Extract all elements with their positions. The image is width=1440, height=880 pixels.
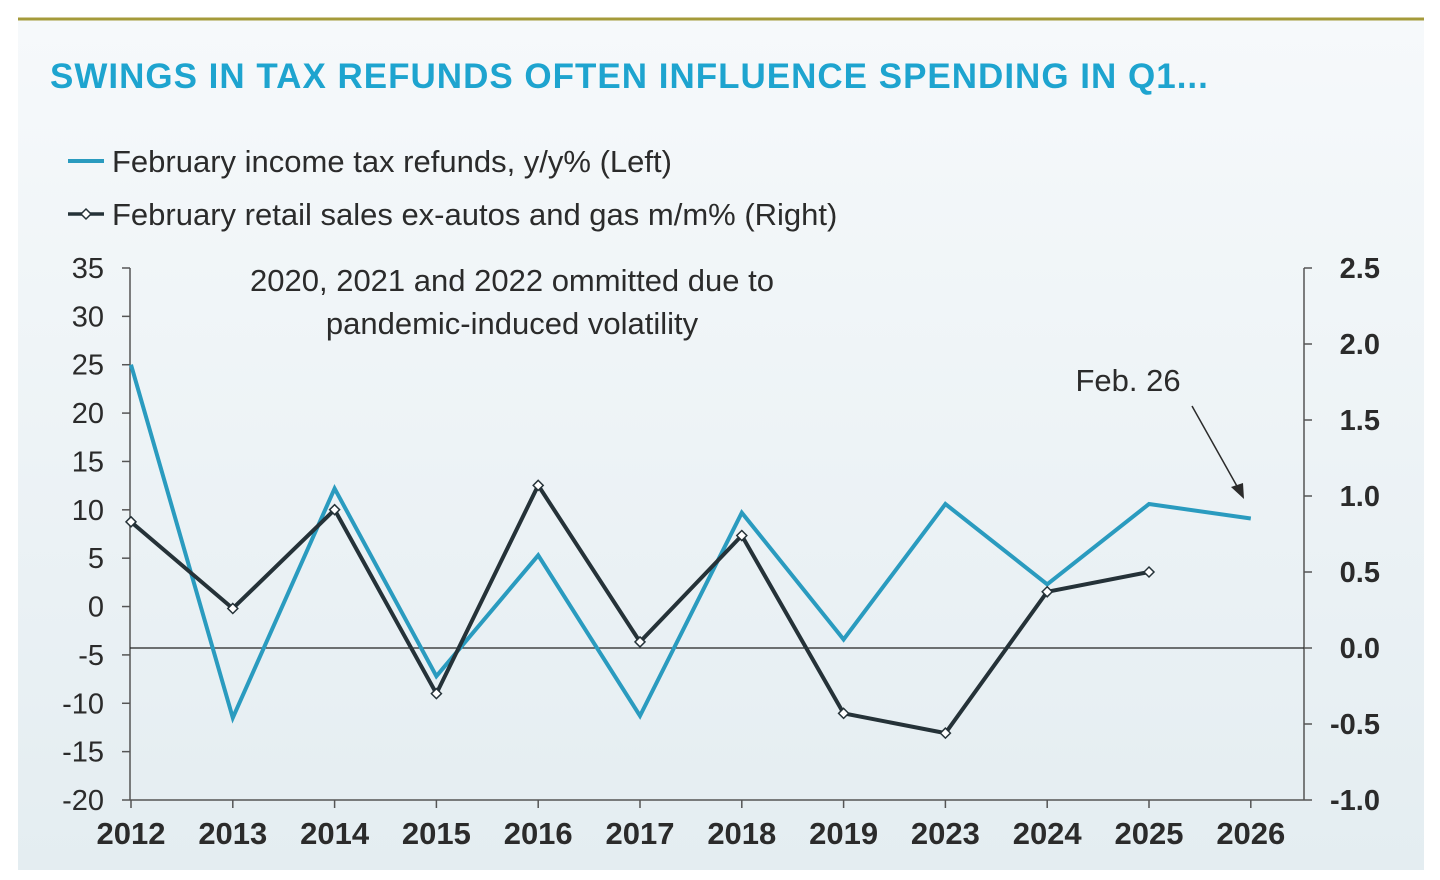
right-tick-label: 0.5 bbox=[1340, 557, 1380, 589]
left-tick-label: 30 bbox=[72, 301, 104, 333]
left-tick-label: 20 bbox=[72, 398, 104, 430]
left-tick-label: 35 bbox=[72, 253, 104, 285]
annotation-note-line-2: pandemic-induced volatility bbox=[326, 306, 699, 341]
x-tick-label: 2019 bbox=[809, 816, 878, 851]
left-tick-label: -5 bbox=[78, 640, 104, 672]
x-tick-label: 2014 bbox=[300, 816, 370, 851]
left-tick-label: -20 bbox=[62, 785, 104, 817]
annotation-feb26-label: Feb. 26 bbox=[1075, 363, 1180, 398]
x-tick-label: 2015 bbox=[402, 816, 471, 851]
left-tick-label: 5 bbox=[88, 543, 104, 575]
x-tick-label: 2026 bbox=[1216, 816, 1285, 851]
right-tick-label: 2.5 bbox=[1340, 253, 1380, 285]
x-tick-label: 2024 bbox=[1013, 816, 1083, 851]
left-tick-label: -15 bbox=[62, 737, 104, 769]
annotation-note-line-1: 2020, 2021 and 2022 ommitted due to bbox=[250, 263, 774, 298]
legend-label-tax-refunds: February income tax refunds, y/y% (Left) bbox=[112, 144, 672, 179]
left-tick-label: 25 bbox=[72, 350, 104, 382]
x-tick-label: 2017 bbox=[606, 816, 675, 851]
left-tick-label: 15 bbox=[72, 446, 104, 478]
right-tick-label: 1.0 bbox=[1340, 481, 1380, 513]
left-tick-label: -10 bbox=[62, 688, 104, 720]
right-tick-label: -0.5 bbox=[1330, 709, 1380, 741]
right-tick-label: 0.0 bbox=[1340, 633, 1380, 665]
x-tick-label: 2016 bbox=[504, 816, 573, 851]
chart-title: SWINGS IN TAX REFUNDS OFTEN INFLUENCE SP… bbox=[50, 57, 1209, 96]
right-tick-label: 1.5 bbox=[1340, 405, 1380, 437]
right-tick-label: 2.0 bbox=[1340, 329, 1380, 361]
right-tick-label: -1.0 bbox=[1330, 785, 1380, 817]
x-tick-label: 2023 bbox=[911, 816, 980, 851]
x-tick-label: 2025 bbox=[1115, 816, 1184, 851]
left-tick-label: 10 bbox=[72, 495, 104, 527]
x-tick-label: 2018 bbox=[707, 816, 776, 851]
legend-label-retail-sales: February retail sales ex-autos and gas m… bbox=[112, 197, 837, 232]
x-tick-label: 2012 bbox=[97, 816, 166, 851]
left-tick-label: 0 bbox=[88, 592, 104, 624]
x-tick-label: 2013 bbox=[198, 816, 267, 851]
